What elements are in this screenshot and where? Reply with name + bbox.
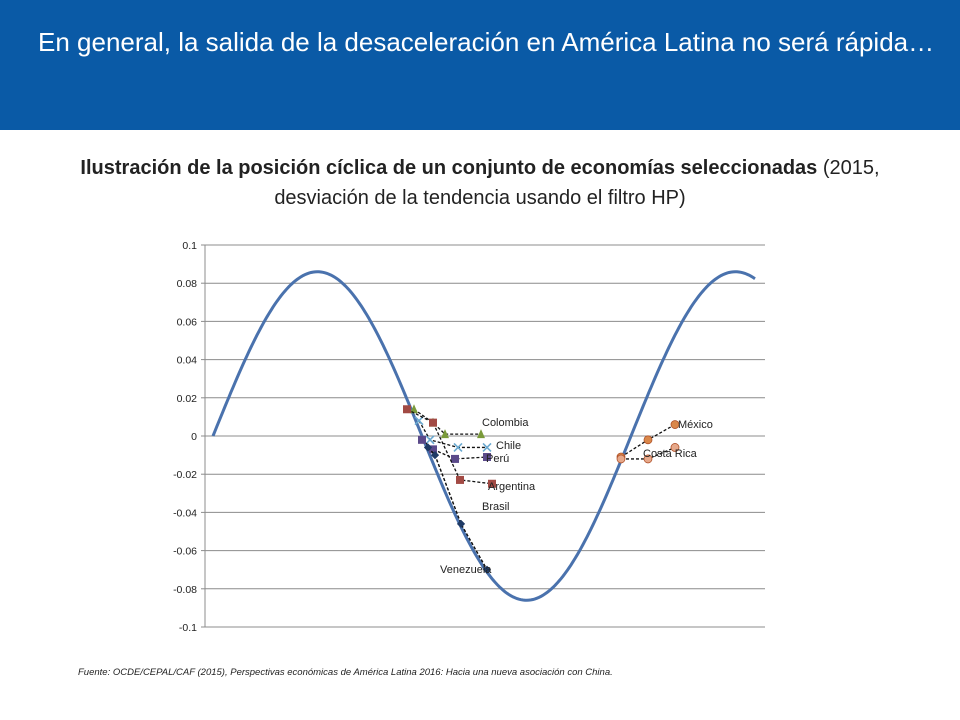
- data-point: [477, 429, 485, 439]
- series-layer: [403, 404, 680, 574]
- series-path: [427, 447, 488, 571]
- y-tick-label: -0.1: [179, 622, 197, 634]
- data-point: [483, 453, 491, 462]
- y-tick-label: -0.08: [173, 584, 197, 596]
- y-tick-label: -0.04: [173, 507, 197, 519]
- data-point: [616, 454, 626, 464]
- series-path: [418, 420, 487, 449]
- data-point: [453, 442, 463, 453]
- grid-layer: [205, 244, 765, 628]
- data-point: [410, 404, 418, 414]
- data-point: [425, 435, 435, 445]
- cycle-curve: [211, 270, 756, 602]
- y-axis: 0.1 0.08 0.06 0.04 0.02 0 -0.02 -0.04 -0.06 -0.08…: [173, 240, 206, 634]
- y-tick-label: 0: [191, 431, 197, 443]
- y-tick-label: -0.06: [173, 546, 197, 558]
- data-point-stroke: [414, 416, 424, 426]
- data-point: [414, 416, 424, 426]
- series-venezuela: [424, 443, 491, 574]
- series-chile: [414, 416, 492, 453]
- data-point: [431, 451, 439, 460]
- data-point: [456, 475, 464, 484]
- series-path: [406, 408, 493, 485]
- y-tick-label: 0.02: [177, 393, 198, 405]
- chart-heading-normal: (2015, desviación de la tendencia usando…: [274, 157, 880, 209]
- data-point: [483, 565, 491, 574]
- data-point: [451, 454, 459, 463]
- series-label: Venezuela: [440, 564, 492, 576]
- cycle-curve-layer: [211, 270, 756, 602]
- series-label: Perú: [486, 453, 509, 465]
- y-tick-label: 0.06: [177, 316, 198, 328]
- source-note: Fuente: OCDE/CEPAL/CAF (2015), Perspecti…: [78, 667, 613, 678]
- y-tick-label: 0.04: [177, 355, 198, 367]
- series-label: México: [678, 419, 713, 431]
- slide-title: En general, la salida de la desaceleraci…: [38, 27, 935, 57]
- series-path: [427, 447, 488, 571]
- chart-heading: Ilustración de la posición cíclica de un…: [60, 153, 900, 213]
- y-tick-label: -0.02: [173, 469, 197, 481]
- data-point: [670, 443, 680, 452]
- series-label: Argentina: [488, 481, 536, 493]
- data-point: [418, 435, 426, 444]
- series-argentina: [403, 405, 496, 488]
- data-point: [424, 443, 432, 452]
- title-banner: En general, la salida de la desaceleraci…: [0, 0, 960, 130]
- data-point: [643, 435, 653, 445]
- chart-heading-bold: Ilustración de la posición cíclica de un…: [80, 157, 818, 179]
- data-point-stroke: [425, 435, 435, 445]
- series-label: Brasil: [482, 501, 510, 513]
- series-label: Chile: [496, 440, 521, 452]
- data-point: [429, 445, 437, 454]
- data-point: [670, 420, 680, 429]
- data-point-stroke: [453, 442, 463, 453]
- data-point: [488, 479, 496, 488]
- data-point: [457, 519, 465, 528]
- series-path: [413, 408, 481, 435]
- series-costa-rica: [616, 443, 680, 464]
- data-point-stroke: [482, 442, 492, 453]
- data-point: [482, 442, 492, 453]
- data-point: [441, 429, 449, 439]
- y-tick-label: 0.1: [182, 240, 197, 252]
- data-point: [403, 405, 411, 414]
- y-tick-label: 0.08: [177, 278, 198, 290]
- series-label: Costa Rica: [643, 448, 698, 460]
- data-point: [429, 418, 437, 427]
- series-label: Colombia: [482, 417, 529, 429]
- data-point: [643, 454, 653, 464]
